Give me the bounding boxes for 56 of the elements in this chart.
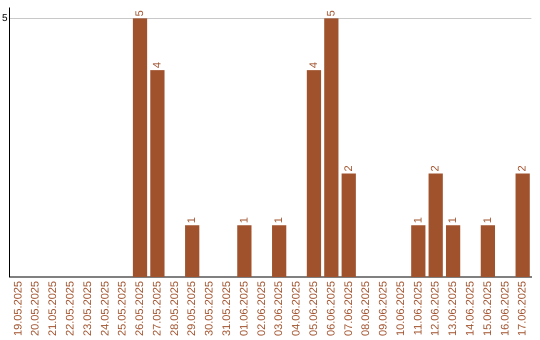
x-tick-label: 31.05.2025 — [221, 280, 234, 336]
x-tick-label: 13.06.2025 — [447, 280, 460, 336]
x-tick-label: 22.05.2025 — [64, 280, 76, 336]
x-tick-label: 25.05.2025 — [116, 280, 129, 336]
data-label: 1 — [273, 217, 286, 224]
x-tick-label: 17.06.2025 — [516, 280, 529, 336]
data-label: 5 — [325, 10, 338, 16]
bar — [306, 70, 322, 277]
x-tick-label: 12.06.2025 — [430, 280, 442, 336]
x-tick-label: 01.06.2025 — [238, 280, 250, 336]
x-tick-label: 23.05.2025 — [82, 280, 94, 336]
bar — [446, 225, 460, 277]
x-tick-label: 26.05.2025 — [134, 280, 146, 336]
x-tick-label: 02.06.2025 — [256, 280, 268, 336]
x-tick-label: 11.06.2025 — [412, 280, 424, 336]
data-label: 2 — [430, 165, 442, 172]
bar — [132, 18, 148, 277]
bar — [150, 70, 165, 277]
x-tick-label: 29.05.2025 — [186, 280, 198, 336]
x-tick-label: 30.05.2025 — [204, 280, 216, 336]
x-tick-label: 07.06.2025 — [342, 280, 355, 336]
data-label: 1 — [186, 217, 198, 224]
x-tick-label: 05.06.2025 — [308, 280, 320, 336]
x-tick-label: 20.05.2025 — [30, 280, 42, 336]
x-tick-label: 16.06.2025 — [499, 280, 512, 336]
data-label: 1 — [412, 217, 424, 224]
bar — [428, 174, 443, 277]
data-label: 1 — [238, 217, 250, 224]
data-label: 5 — [134, 10, 146, 16]
data-label: 1 — [447, 217, 460, 224]
bar — [411, 225, 426, 277]
x-tick-label: 03.06.2025 — [273, 280, 286, 336]
bar — [272, 225, 286, 277]
data-label: 4 — [308, 62, 320, 68]
data-label: 2 — [342, 165, 355, 172]
x-tick-label: 08.06.2025 — [360, 280, 372, 336]
data-label: 1 — [482, 217, 494, 224]
x-tick-label: 09.06.2025 — [378, 280, 390, 336]
x-tick-label: 21.05.2025 — [47, 280, 60, 336]
bar — [516, 174, 530, 277]
bar — [324, 18, 338, 277]
bar — [342, 174, 356, 277]
x-tick-label: 06.06.2025 — [325, 280, 338, 336]
x-tick-label: 24.05.2025 — [99, 280, 112, 336]
bar — [480, 225, 496, 277]
x-tick-label: 28.05.2025 — [168, 280, 181, 336]
x-tick-label: 14.06.2025 — [464, 280, 477, 336]
x-tick-label: 15.06.2025 — [482, 280, 494, 336]
x-tick-label: 27.05.2025 — [151, 280, 164, 336]
x-tick-label: 04.06.2025 — [290, 280, 303, 336]
data-label: 2 — [516, 165, 529, 172]
bar — [185, 225, 200, 277]
data-label: 4 — [151, 62, 164, 68]
x-tick-label: 10.06.2025 — [394, 280, 407, 336]
bar — [237, 225, 252, 277]
x-tick-label: 19.05.2025 — [12, 280, 24, 336]
